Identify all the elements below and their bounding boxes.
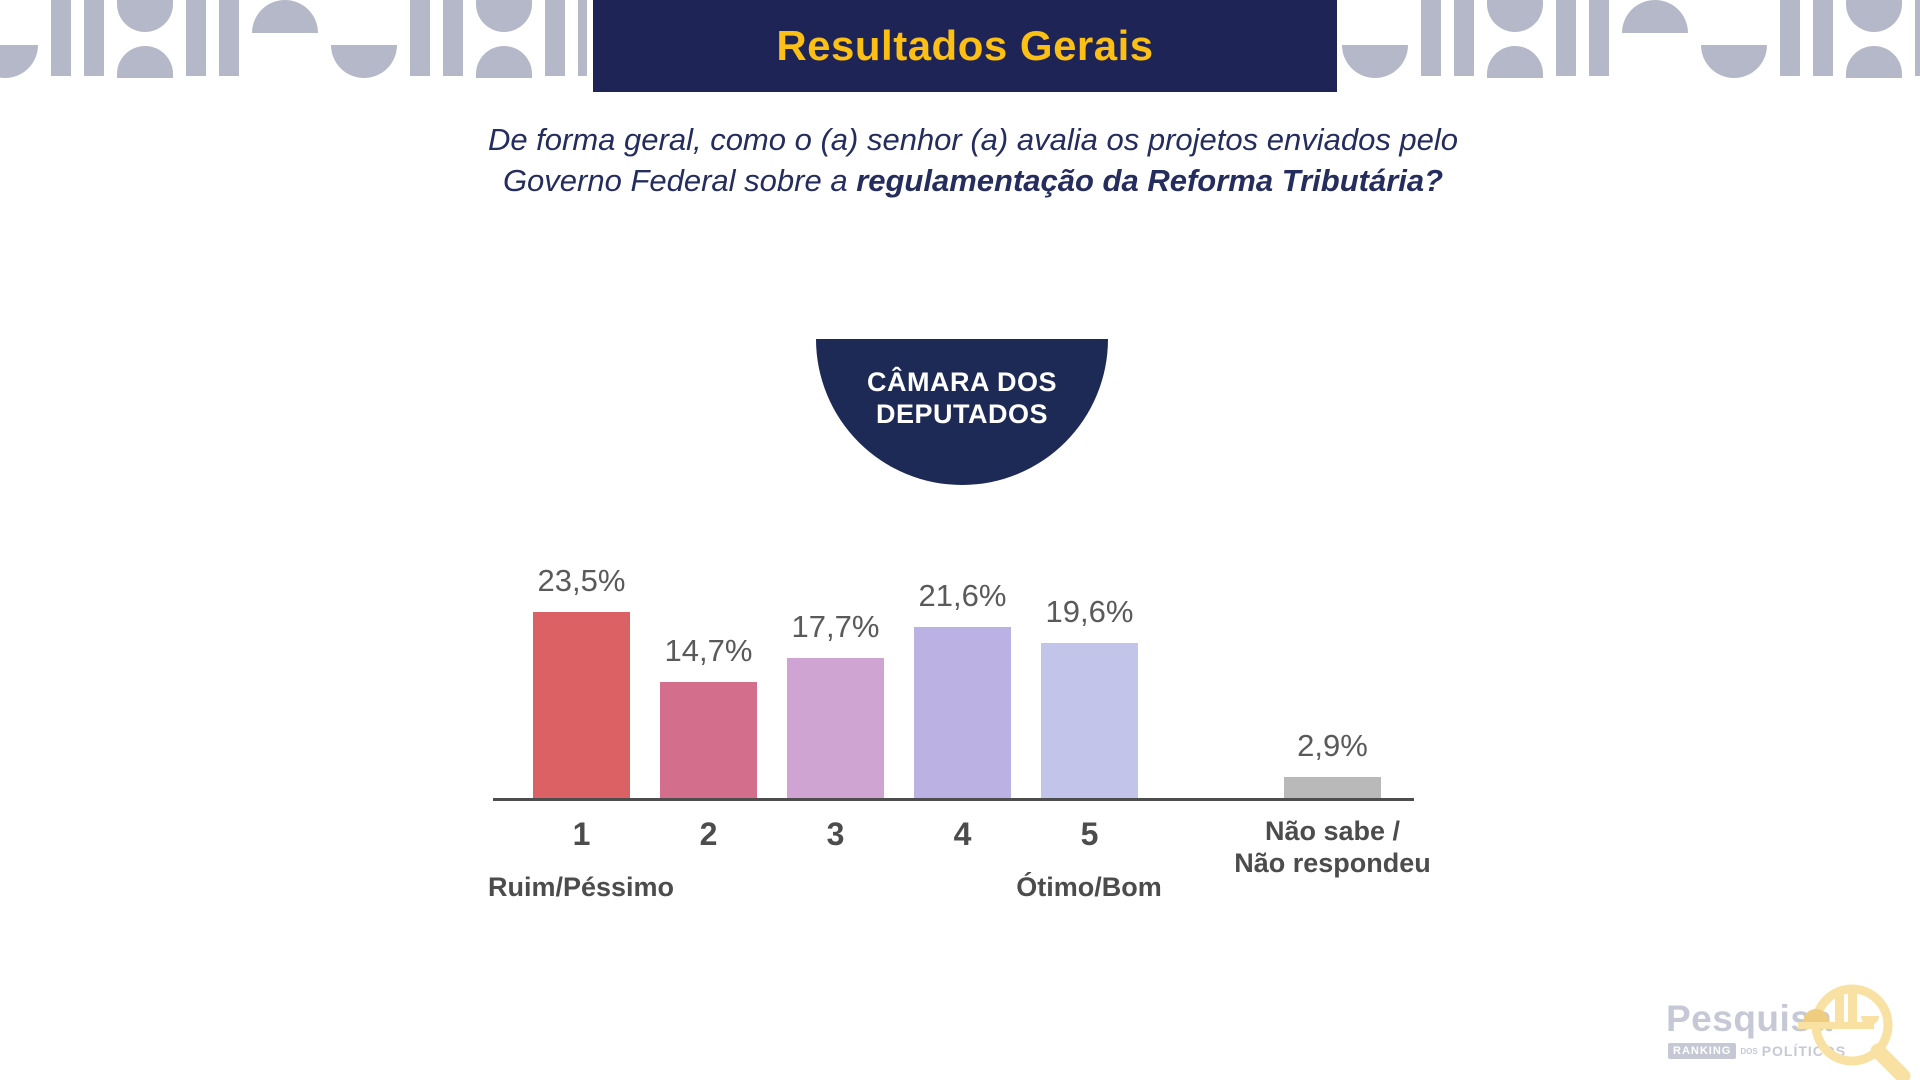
x-tick-label-4: 4 xyxy=(953,816,972,852)
scale-label-low: Ruim/Péssimo xyxy=(487,872,675,902)
x-tick-label-2: 2 xyxy=(699,816,718,852)
pattern-circle-stack xyxy=(1487,0,1543,78)
decorative-pattern-left xyxy=(0,0,587,78)
bar-4 xyxy=(914,627,1011,800)
bar-3 xyxy=(787,658,884,800)
brand-subtitle: RANKING DOS POLÍTICOS xyxy=(1668,1043,1846,1059)
survey-question: De forma geral, como o (a) senhor (a) av… xyxy=(13,120,1920,202)
x-tick-label-6: Não sabe / Não respondeu xyxy=(1234,816,1431,878)
x-axis-line xyxy=(493,798,1414,801)
pattern-bars xyxy=(410,0,463,76)
ranking-chip: RANKING xyxy=(1668,1043,1737,1059)
bar-value-label-1: 23,5% xyxy=(537,563,626,598)
question-line-2-bold: regulamentação da Reforma Tributária? xyxy=(856,162,1444,198)
page-title: Resultados Gerais xyxy=(776,22,1154,69)
bar-value-label-6: 2,9% xyxy=(1297,728,1368,763)
pattern-bowl xyxy=(0,45,38,78)
pattern-bars xyxy=(1780,0,1833,76)
pattern-bowl xyxy=(331,45,397,78)
magnifier-chart-icon xyxy=(1798,984,1911,1080)
pattern-dome xyxy=(1622,0,1688,33)
pattern-bars xyxy=(1421,0,1474,76)
pattern-circle-stack xyxy=(1846,0,1902,78)
bar-value-label-3: 17,7% xyxy=(791,609,880,644)
pattern-bowl xyxy=(1342,45,1408,78)
pattern-bars xyxy=(1556,0,1609,76)
bar-value-label-5: 19,6% xyxy=(1045,594,1134,629)
pattern-bars xyxy=(51,0,104,76)
question-line-2-regular: Governo Federal sobre a xyxy=(502,162,857,198)
decorative-pattern-right xyxy=(1342,0,1920,78)
dos-label: DOS xyxy=(1740,1046,1758,1056)
pattern-circle-stack xyxy=(117,0,173,78)
pattern-bars xyxy=(186,0,239,76)
pattern-dome xyxy=(252,0,318,33)
bar-1 xyxy=(533,612,630,800)
bar-6 xyxy=(1284,777,1381,800)
bar-2 xyxy=(660,682,757,800)
scale-label-high: Ótimo/Bom xyxy=(1016,872,1162,902)
pattern-circle-stack xyxy=(476,0,532,78)
x-tick-label-5: 5 xyxy=(1080,816,1099,852)
chamber-badge-line-2: DEPUTADOS xyxy=(875,399,1048,430)
chamber-badge: CÂMARA DOS DEPUTADOS xyxy=(816,339,1108,485)
x-tick-label-1: 1 xyxy=(572,816,591,852)
question-line-2: Governo Federal sobre a regulamentação d… xyxy=(13,161,1920,202)
pattern-bowl xyxy=(1701,45,1767,78)
header-banner: Resultados Gerais xyxy=(593,0,1337,92)
bar-value-label-4: 21,6% xyxy=(918,578,1007,613)
pattern-bars xyxy=(1915,0,1920,76)
question-line-1: De forma geral, como o (a) senhor (a) av… xyxy=(487,122,1459,157)
x-tick-label-3: 3 xyxy=(826,816,845,852)
bar-5 xyxy=(1041,643,1138,800)
bar-value-label-2: 14,7% xyxy=(664,633,753,668)
chamber-badge-line-1: CÂMARA DOS xyxy=(867,367,1057,397)
pattern-bars xyxy=(545,0,587,76)
